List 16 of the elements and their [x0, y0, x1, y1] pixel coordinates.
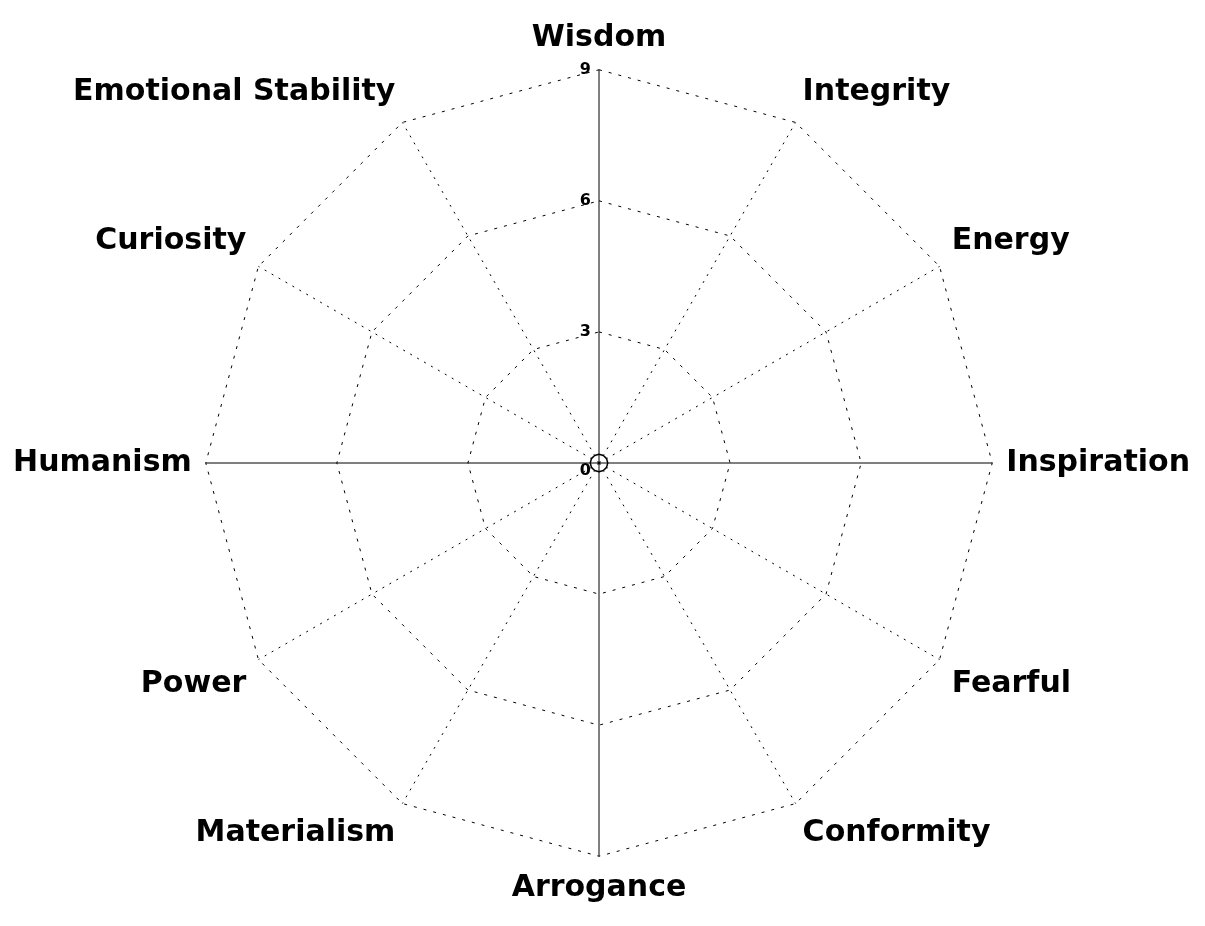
spoke-label: Conformity — [802, 813, 991, 849]
spoke-label: Power — [140, 664, 247, 700]
spoke-label: Wisdom — [531, 17, 667, 53]
spoke-label: Inspiration — [1006, 442, 1190, 478]
spoke-label: Materialism — [195, 813, 396, 849]
spoke-label: Humanism — [13, 442, 192, 478]
spoke-label: Arrogance — [511, 868, 687, 904]
y-tick-label: 6 — [579, 190, 591, 209]
spoke-label: Curiosity — [95, 221, 247, 257]
spoke-label: Integrity — [802, 72, 951, 108]
spoke-label: Emotional Stability — [73, 72, 396, 108]
y-tick-label: 0 — [579, 460, 591, 480]
spoke-label: Energy — [951, 221, 1071, 257]
y-tick-label: 9 — [579, 58, 591, 78]
y-tick-label: 3 — [579, 321, 591, 341]
spoke-label: Fearful — [951, 664, 1072, 700]
